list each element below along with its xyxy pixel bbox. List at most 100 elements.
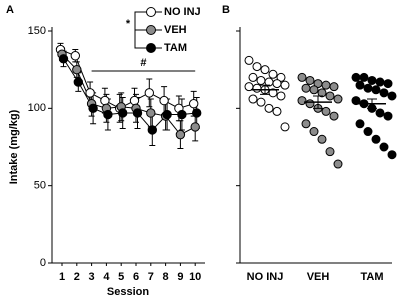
error-bar xyxy=(260,84,270,95)
data-point xyxy=(325,91,335,101)
data-point xyxy=(379,142,389,152)
data-point xyxy=(252,62,262,72)
data-point xyxy=(192,108,202,118)
annotation: # xyxy=(140,57,146,69)
x-tick-label: 10 xyxy=(189,271,201,283)
x-tick-label: VEH xyxy=(307,271,330,283)
data-point xyxy=(175,129,186,140)
x-tick-label: 3 xyxy=(89,271,95,283)
y-tick-label: 0 xyxy=(40,257,46,269)
data-point xyxy=(73,77,84,87)
data-point xyxy=(260,65,270,75)
error-bar xyxy=(367,98,377,109)
data-point xyxy=(256,75,266,85)
data-point xyxy=(317,88,327,98)
data-point xyxy=(159,95,169,106)
data-point xyxy=(72,64,82,75)
series-line xyxy=(63,58,197,131)
series-line xyxy=(61,53,196,136)
data-point xyxy=(297,96,307,106)
x-tick-label: 1 xyxy=(59,271,65,283)
panel-label: B xyxy=(222,4,230,16)
data-point xyxy=(70,51,81,61)
data-point xyxy=(383,111,393,121)
y-axis-title: Intake (mg/kg) xyxy=(8,109,20,184)
significance-bracket xyxy=(134,11,140,49)
data-point xyxy=(129,95,140,106)
data-point xyxy=(162,109,172,120)
data-point xyxy=(301,83,311,93)
data-point xyxy=(264,103,274,113)
data-point xyxy=(58,54,69,64)
data-point xyxy=(363,83,373,93)
y-tick-label: 150 xyxy=(28,25,46,37)
data-point xyxy=(252,83,262,93)
data-point xyxy=(248,94,258,104)
data-point xyxy=(371,85,381,95)
data-point xyxy=(305,99,315,109)
x-tick-label: 5 xyxy=(118,271,124,283)
data-point xyxy=(351,72,361,82)
x-axis-title: Session xyxy=(107,286,149,298)
data-point xyxy=(329,82,339,92)
data-point xyxy=(301,119,311,129)
data-point xyxy=(333,94,343,104)
data-point xyxy=(359,72,369,82)
series-line xyxy=(60,49,194,109)
data-point xyxy=(280,122,290,132)
data-point xyxy=(387,150,397,160)
data-point xyxy=(297,72,307,82)
data-point xyxy=(118,108,128,118)
data-point xyxy=(248,72,258,82)
error-bar xyxy=(313,95,323,109)
x-tick-label: TAM xyxy=(360,271,383,283)
data-point xyxy=(317,134,327,144)
legend-label: NO INJ xyxy=(164,6,201,18)
x-tick-label: 6 xyxy=(133,271,139,283)
y-tick-label: 100 xyxy=(28,102,46,114)
data-point xyxy=(309,85,319,95)
data-point xyxy=(371,134,381,144)
x-tick-label: NO INJ xyxy=(247,271,284,283)
data-point xyxy=(177,109,187,120)
data-point xyxy=(383,79,393,89)
data-point xyxy=(190,122,200,132)
data-point xyxy=(329,111,339,121)
data-point xyxy=(355,80,365,90)
data-point xyxy=(85,88,95,98)
x-tick-label: 9 xyxy=(177,271,183,283)
data-point xyxy=(333,159,343,169)
data-point xyxy=(276,91,286,101)
data-point xyxy=(309,127,319,137)
data-point xyxy=(272,79,282,89)
data-point xyxy=(387,91,397,101)
data-point xyxy=(305,75,315,85)
data-point xyxy=(88,103,98,114)
legend-marker xyxy=(146,7,156,17)
panel-label: A xyxy=(6,4,14,16)
data-point xyxy=(256,97,266,107)
data-point xyxy=(379,88,389,98)
data-point xyxy=(355,119,365,129)
data-point xyxy=(268,69,278,79)
x-tick-label: 4 xyxy=(103,271,110,283)
data-point xyxy=(244,55,254,65)
data-point xyxy=(321,80,331,90)
data-point xyxy=(272,106,282,116)
x-tick-label: 2 xyxy=(74,271,80,283)
y-tick-label: 50 xyxy=(34,180,46,192)
x-tick-label: 7 xyxy=(148,271,154,283)
data-point xyxy=(363,127,373,137)
data-point xyxy=(375,108,385,118)
data-point xyxy=(147,125,158,135)
data-point xyxy=(189,98,199,109)
legend-label: VEH xyxy=(164,24,187,36)
data-point xyxy=(367,75,377,85)
data-point xyxy=(321,106,331,116)
data-point xyxy=(268,88,278,98)
data-point xyxy=(351,96,361,106)
data-point xyxy=(325,147,335,157)
legend-marker xyxy=(146,25,156,35)
x-tick-label: 8 xyxy=(163,271,169,283)
